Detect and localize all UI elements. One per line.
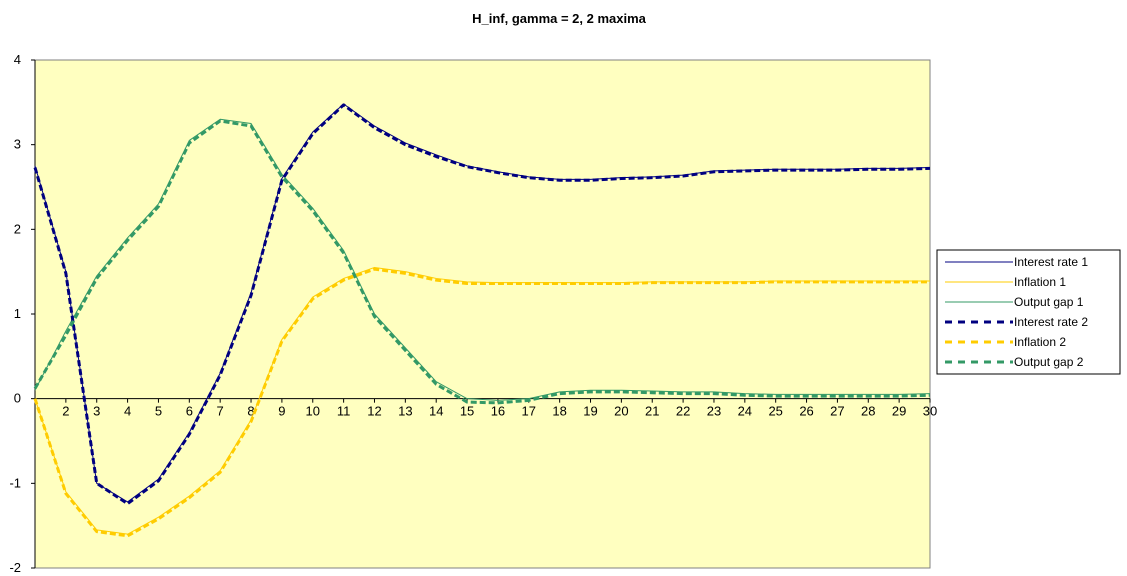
x-tick-label: 4 [124,404,131,419]
x-tick-label: 9 [278,404,285,419]
series-line-5 [33,267,930,538]
legend-label: Inflation 2 [1014,335,1066,349]
legend-label: Inflation 1 [1014,275,1066,289]
x-tick-label: 27 [830,404,844,419]
y-tick-label: -1 [9,475,21,490]
x-tick-label: 19 [583,404,597,419]
x-tick-label: 10 [306,404,320,419]
y-tick-label: 2 [14,221,21,236]
x-tick-label: 7 [217,404,224,419]
y-tick-label: 1 [14,306,21,321]
legend-label: Output gap 1 [1014,295,1084,309]
x-tick-label: 25 [768,404,782,419]
x-tick-label: 8 [247,404,254,419]
plot-area [34,59,931,569]
x-tick-label: 18 [552,404,566,419]
x-tick-label: 6 [186,404,193,419]
x-tick-label: 11 [337,404,351,419]
legend: Interest rate 1 Inflation 1 Output gap 1 In… [936,249,1121,375]
x-tick-label: 5 [155,404,162,419]
x-tick-label: 14 [429,404,443,419]
legend-label: Output gap 2 [1014,355,1084,369]
x-tick-label: 15 [460,404,474,419]
chart-title: H_inf, gamma = 2, 2 maxima [472,11,647,26]
x-tick-label: 20 [614,404,628,419]
legend-label: Interest rate 1 [1014,255,1088,269]
x-tick-label: 28 [861,404,875,419]
x-tick-label: 24 [738,404,752,419]
y-tick-label: 3 [14,137,21,152]
y-tick-label: -2 [9,560,21,575]
series-line-4 [33,103,931,506]
x-axis: 2 3 4 5 6 7 8 9 10 11 12 13 14 15 16 17 18 19 20 21 22 23 24 25… [34,398,937,419]
legend-box [936,249,1121,375]
x-tick-label: 23 [707,404,721,419]
y-axis: -2 -1 0 1 2 3 4 [9,52,36,575]
legend-label: Interest rate 2 [1014,315,1088,329]
x-tick-label: 16 [491,404,505,419]
x-tick-label: 26 [799,404,813,419]
x-tick-label: 13 [398,404,412,419]
y-tick-label: 4 [14,52,21,67]
x-tick-label: 30 [923,404,937,419]
x-tick-label: 2 [62,404,69,419]
x-tick-label: 29 [892,404,906,419]
x-tick-label: 12 [367,404,381,419]
x-tick-label: 22 [676,404,690,419]
series-layer [33,103,931,538]
x-tick-label: 3 [93,404,100,419]
x-tick-label: 21 [645,404,659,419]
series-line-6 [33,119,931,405]
y-tick-label: 0 [14,391,21,406]
x-tick-label: 17 [522,404,536,419]
